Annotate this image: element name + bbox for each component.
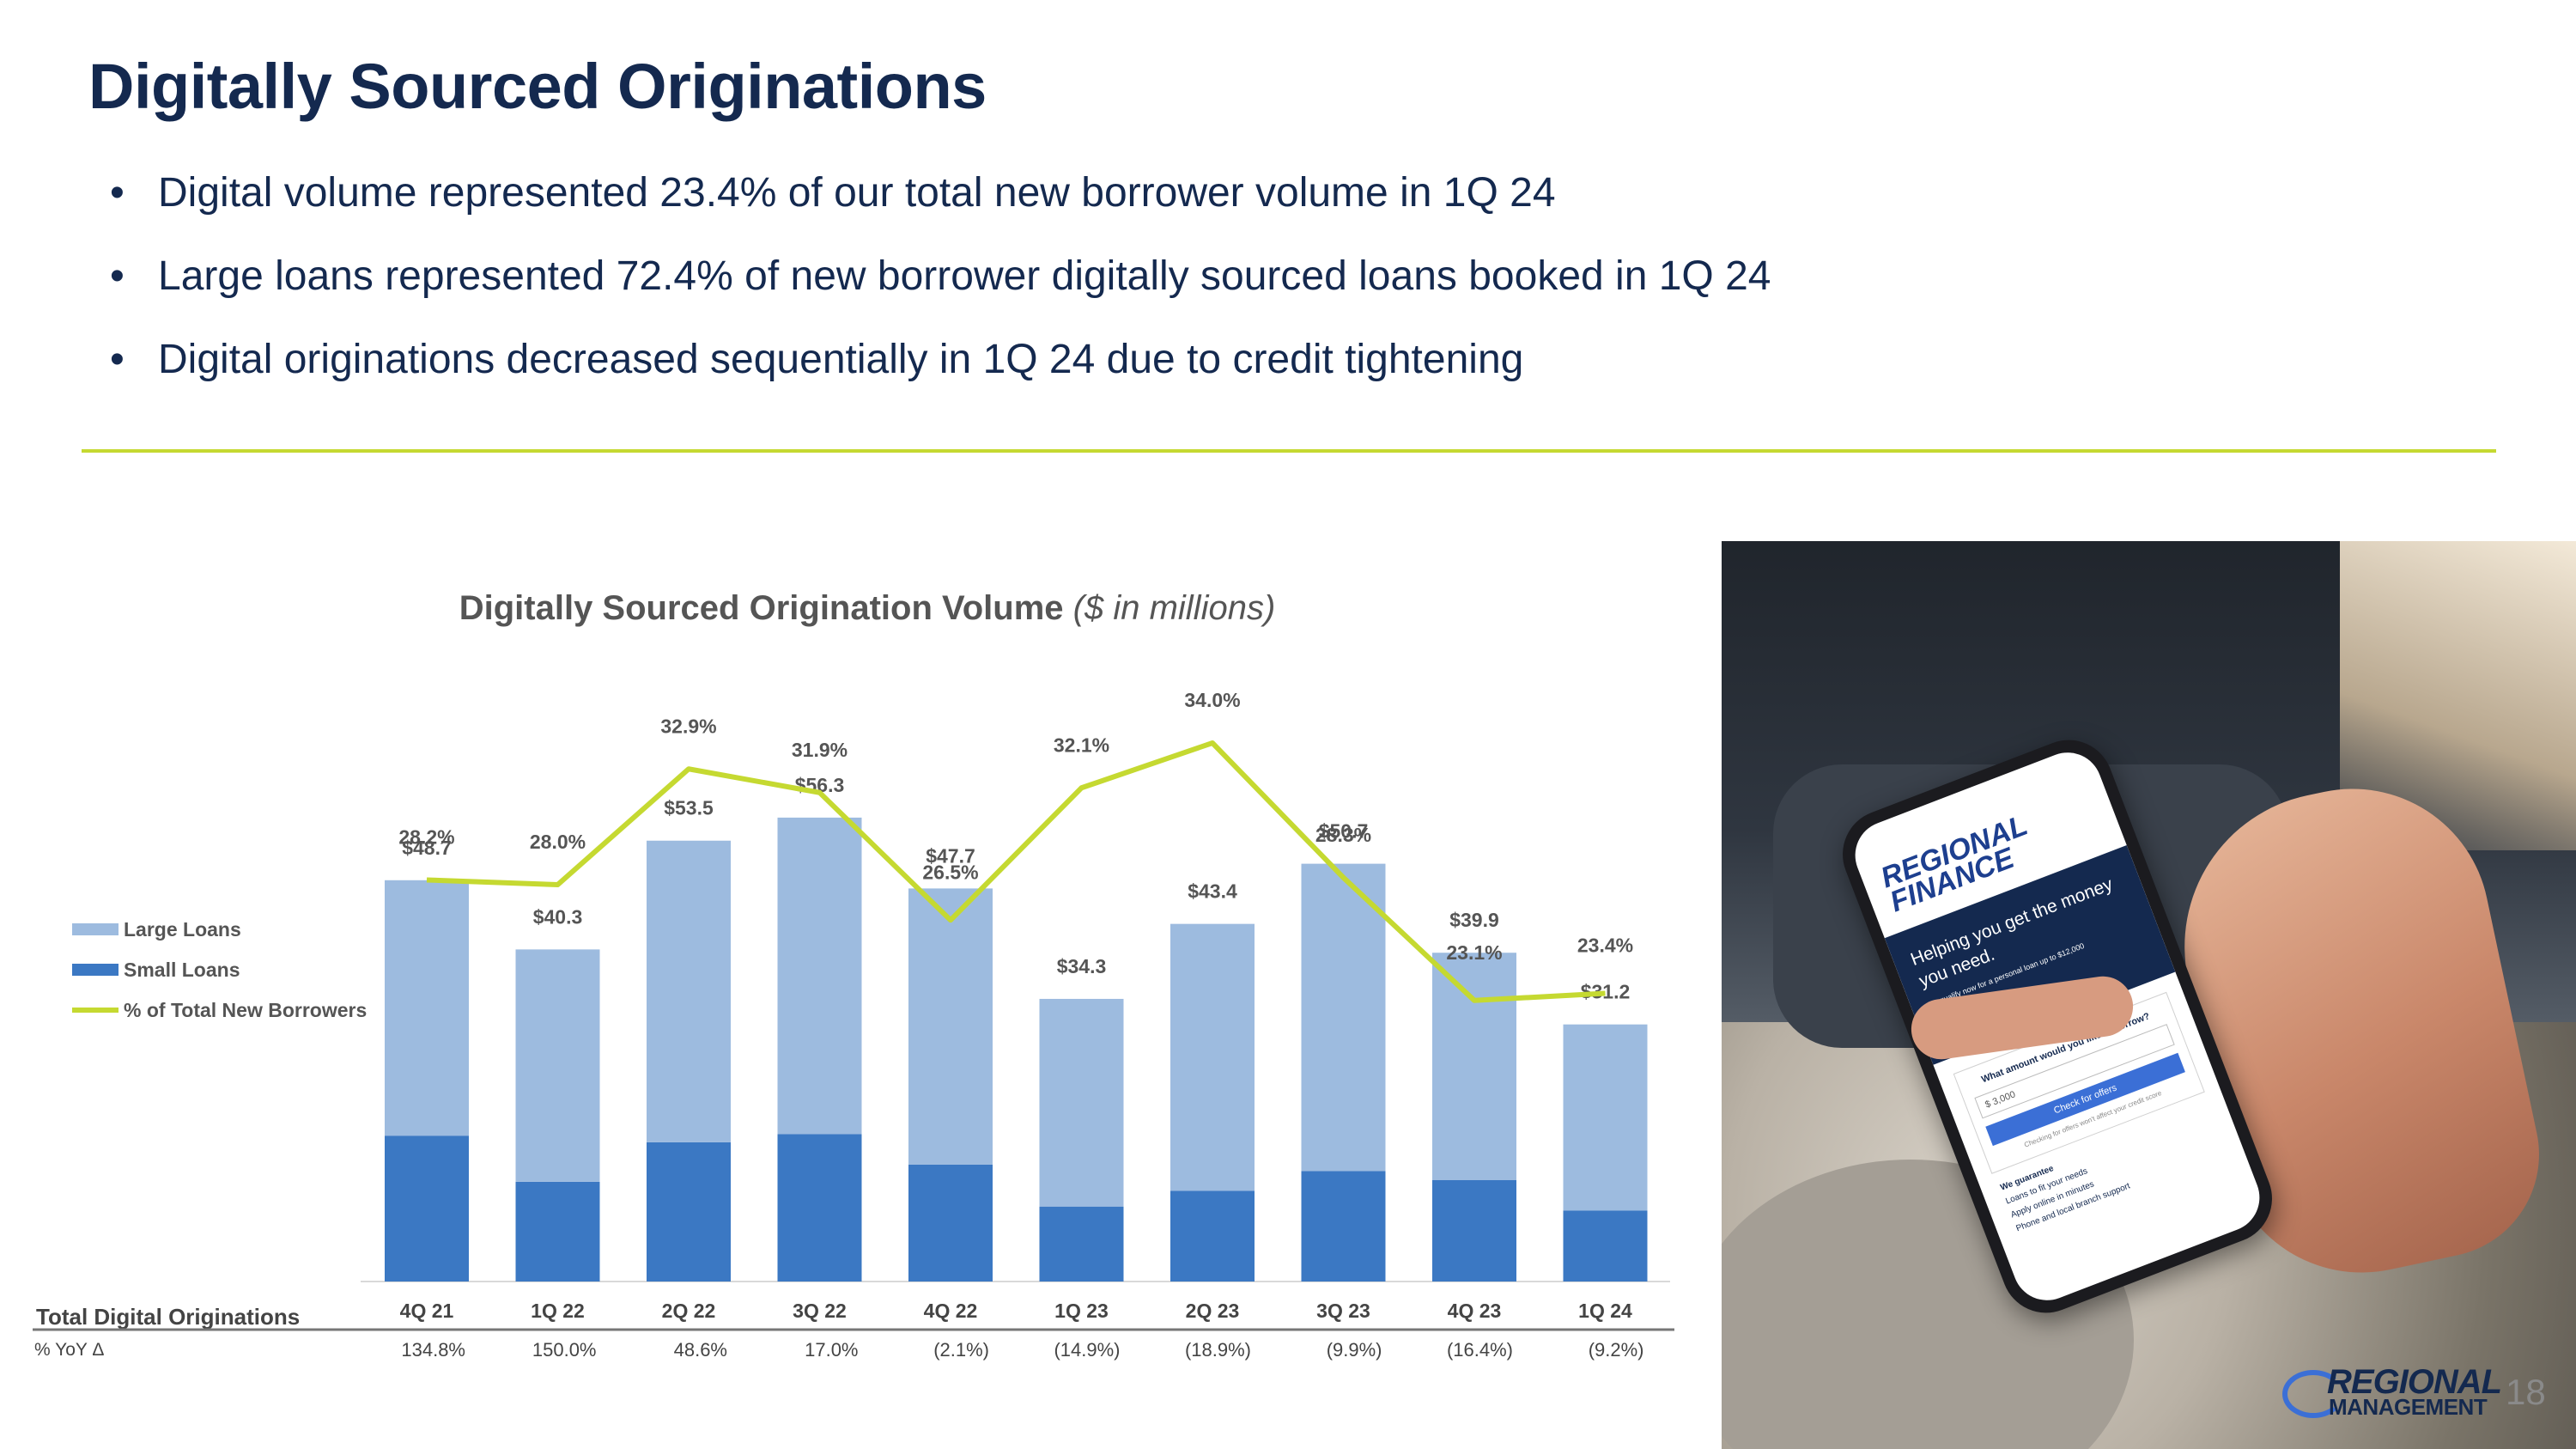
regional-management-logo: REGIONAL MANAGEMENT	[2275, 1363, 2509, 1420]
x-tick-label: 2Q 23	[1186, 1300, 1240, 1322]
x-tick-label: 3Q 23	[1316, 1300, 1370, 1322]
phone-photo: REGIONAL FINANCE Helping you get the mon…	[1722, 541, 2576, 1449]
yoy-value: (14.9%)	[1054, 1339, 1120, 1361]
bar-large-loans	[647, 840, 731, 1142]
chart-title-main: Digitally Sourced Origination Volume	[459, 589, 1064, 627]
legend-label-small-loans: Small Loans	[124, 959, 240, 981]
bar-small-loans	[1432, 1180, 1516, 1282]
bar-total-label: $53.5	[664, 797, 714, 819]
line-point-label: 32.1%	[1054, 734, 1109, 756]
legend-label-pct-line: % of Total New Borrowers	[124, 999, 367, 1021]
bar-small-loans	[515, 1181, 600, 1282]
bar-large-loans	[1039, 998, 1124, 1207]
bar-large-loans	[1301, 863, 1386, 1172]
bar-small-loans	[777, 1134, 862, 1282]
line-point-label: 23.4%	[1577, 935, 1633, 957]
bar-large-loans	[1563, 1024, 1648, 1211]
line-point-label: 28.2%	[398, 826, 454, 849]
bar-small-loans	[1039, 1206, 1124, 1282]
yoy-value: (9.2%)	[1589, 1339, 1644, 1361]
line-pct-new-borrowers	[426, 740, 1606, 1003]
yoy-value: 134.8%	[401, 1339, 465, 1361]
bar-small-loans	[1301, 1171, 1386, 1282]
page-number: 18	[2506, 1372, 2546, 1412]
bullet-item: • Digital volume represented 23.4% of our…	[110, 165, 1771, 248]
bar-total-label: $34.3	[1057, 955, 1107, 977]
chart: $48.7 4Q 21 134.8% $40.3 1Q 22 150.0% $53.5 2Q …	[33, 689, 1674, 1361]
bullet-text: Digital volume represented 23.4% of our …	[158, 170, 1556, 216]
bullet-glyph: •	[110, 170, 125, 216]
x-tick-label: 1Q 22	[531, 1300, 585, 1322]
bullet-item: • Digital originations decreased sequenti…	[110, 332, 1771, 415]
legend-swatch-large-loans	[72, 923, 118, 935]
logo-swoosh-icon	[2282, 1370, 2344, 1418]
bar-large-loans	[777, 817, 862, 1135]
bar-large-loans	[515, 949, 600, 1182]
bar-small-loans	[908, 1164, 993, 1282]
bar-small-loans	[1563, 1210, 1648, 1282]
x-tick-label: 1Q 24	[1578, 1300, 1632, 1322]
x-tick-label: 4Q 23	[1448, 1300, 1502, 1322]
bar-total-label: $39.9	[1449, 909, 1499, 931]
bullet-text: Digital originations decreased sequentia…	[158, 337, 1524, 382]
yoy-value: 48.6%	[674, 1339, 727, 1361]
table-row-label-yoy: % YoY Δ	[34, 1340, 104, 1360]
divider-rule	[82, 449, 2496, 453]
bar-total-label: $48.7	[402, 837, 452, 859]
yoy-value: (16.4%)	[1447, 1339, 1513, 1361]
x-tick-label: 4Q 21	[400, 1300, 454, 1322]
bullet-glyph: •	[110, 253, 125, 299]
chart-title: Digitally Sourced Origination Volume ($ …	[0, 589, 1735, 628]
bar-total-label: $47.7	[926, 844, 975, 867]
x-tick-label: 3Q 22	[793, 1300, 847, 1322]
x-tick-label: 4Q 22	[924, 1300, 978, 1322]
bullet-glyph: •	[110, 337, 125, 382]
logo-line1: REGIONAL	[2327, 1363, 2502, 1401]
line-point-label: 28.0%	[530, 831, 586, 853]
bar-large-loans	[1170, 923, 1255, 1191]
x-tick-label: 1Q 23	[1054, 1300, 1109, 1322]
yoy-value: 17.0%	[805, 1339, 858, 1361]
line-point-label: 26.5%	[922, 861, 978, 883]
bar-total-label: $43.4	[1188, 880, 1237, 903]
legend-label-large-loans: Large Loans	[124, 918, 241, 941]
bar-total-label: $50.7	[1319, 820, 1369, 843]
line-point-label: 23.1%	[1446, 941, 1502, 964]
bar-small-loans	[647, 1142, 731, 1282]
line-point-label: 32.9%	[660, 715, 716, 737]
bullet-item: • Large loans represented 72.4% of new bo…	[110, 248, 1771, 332]
bar-small-loans	[1170, 1190, 1255, 1282]
line-point-label: 31.9%	[792, 739, 848, 761]
yoy-value: (18.9%)	[1185, 1339, 1251, 1361]
bar-small-loans	[385, 1135, 469, 1282]
logo-line2: MANAGEMENT	[2329, 1394, 2488, 1420]
yoy-value: (9.9%)	[1327, 1339, 1382, 1361]
page-title: Digitally Sourced Originations	[88, 51, 987, 122]
table-row-label-total: Total Digital Originations	[36, 1304, 300, 1330]
yoy-value: (2.1%)	[933, 1339, 989, 1361]
yoy-value: 150.0%	[532, 1339, 597, 1361]
chart-title-unit: ($ in millions)	[1072, 589, 1276, 627]
x-tick-label: 2Q 22	[662, 1300, 716, 1322]
bullet-list: • Digital volume represented 23.4% of our…	[110, 165, 1771, 415]
line-point-label: 34.0%	[1184, 689, 1240, 711]
bar-large-loans	[1432, 953, 1516, 1180]
bar-large-loans	[385, 880, 469, 1136]
bar-total-label: $40.3	[533, 905, 583, 928]
legend-swatch-small-loans	[72, 964, 118, 976]
line-point-label: 28.3%	[1315, 824, 1371, 846]
bullet-text: Large loans represented 72.4% of new bor…	[158, 253, 1771, 299]
bar-large-loans	[908, 888, 993, 1165]
